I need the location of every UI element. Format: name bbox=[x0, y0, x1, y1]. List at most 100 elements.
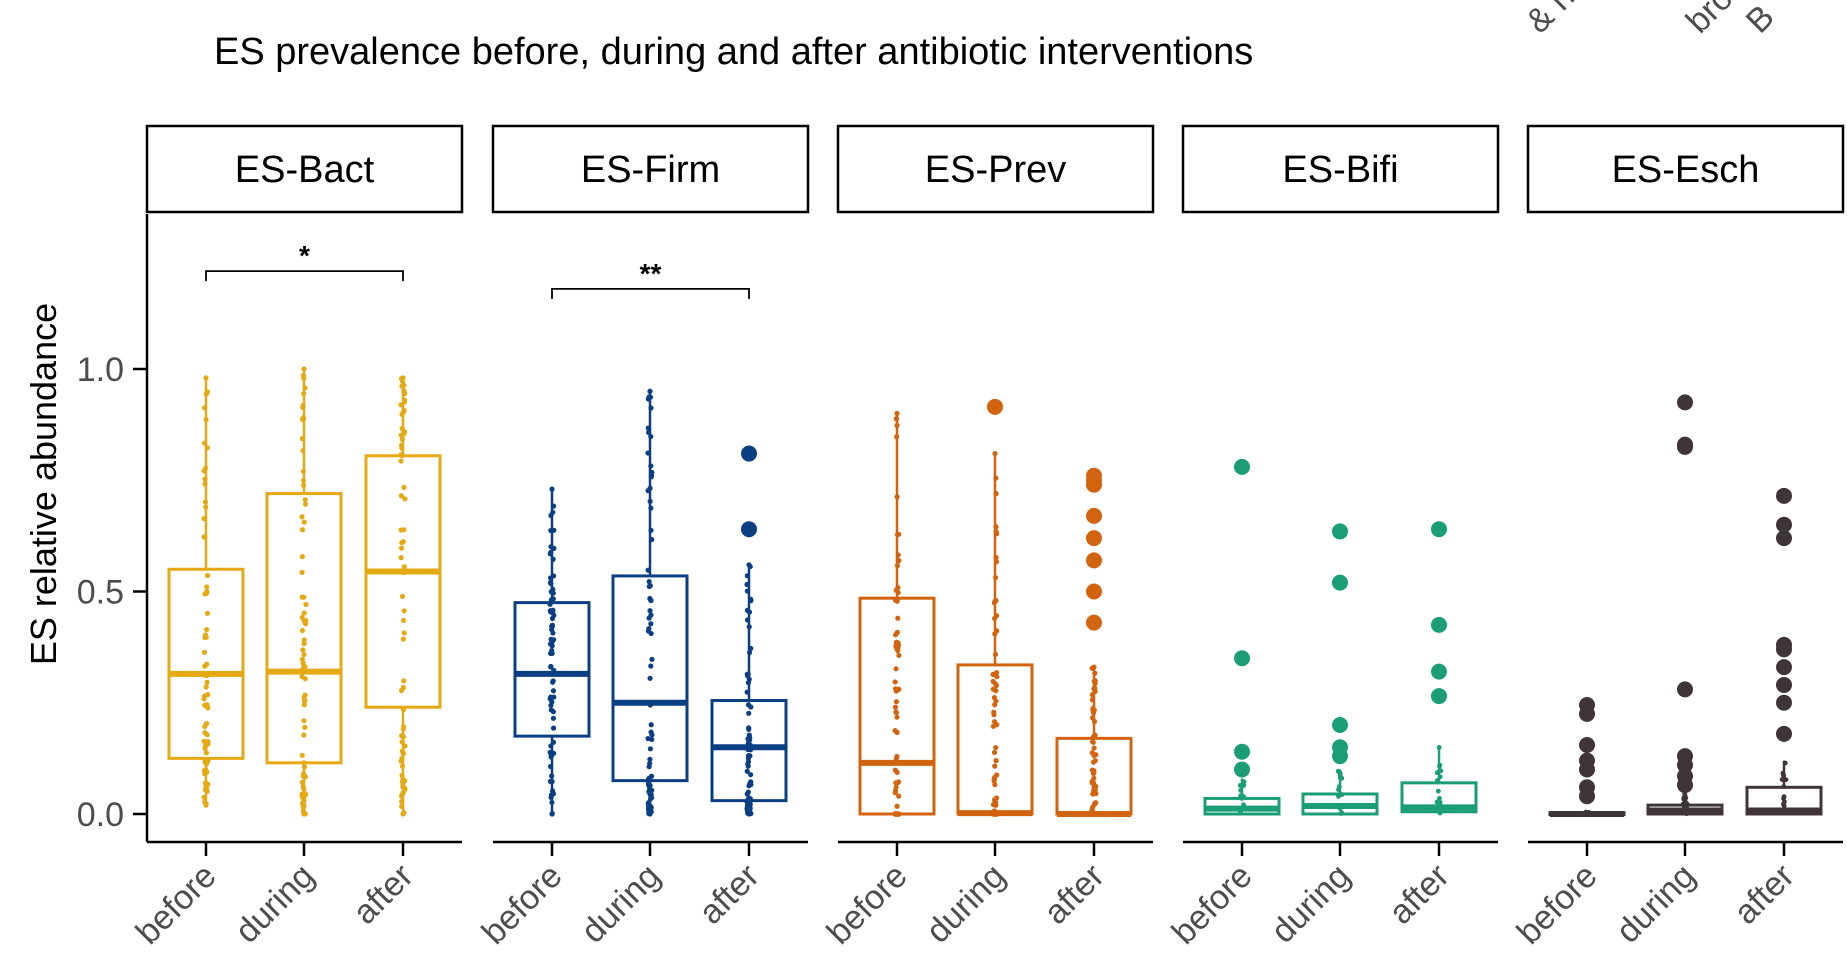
sample-point bbox=[302, 385, 308, 391]
facet-strip-label: ES-Esch bbox=[1612, 149, 1760, 191]
sample-point bbox=[400, 781, 406, 788]
sample-point bbox=[204, 760, 210, 766]
sample-point bbox=[892, 767, 898, 773]
sample-point bbox=[893, 416, 900, 422]
sample-point bbox=[1091, 678, 1097, 684]
facet-es-prev: ES-Prev before during after bbox=[820, 124, 1155, 952]
sample-point bbox=[299, 627, 305, 634]
sample-point bbox=[400, 636, 406, 642]
x-tick-label: after bbox=[1037, 857, 1112, 932]
sample-point bbox=[894, 531, 901, 538]
sample-point bbox=[648, 405, 654, 411]
outlier-point bbox=[1431, 663, 1447, 680]
sample-point bbox=[400, 410, 406, 416]
sample-point bbox=[645, 800, 651, 807]
sample-point bbox=[201, 405, 208, 411]
facet-strip-label: ES-Firm bbox=[581, 149, 720, 191]
sample-point bbox=[201, 516, 207, 522]
sample-point bbox=[547, 601, 553, 607]
sample-point bbox=[1090, 739, 1096, 746]
x-tick-label: before bbox=[820, 857, 915, 952]
sample-point bbox=[549, 773, 555, 779]
outlier-point bbox=[1776, 487, 1792, 504]
sample-point bbox=[1336, 787, 1341, 792]
significance-label: * bbox=[299, 240, 310, 271]
sample-point bbox=[398, 545, 405, 551]
x-tick-label: during bbox=[1609, 857, 1703, 951]
sample-point bbox=[894, 494, 900, 500]
sample-point bbox=[648, 722, 654, 728]
sample-point bbox=[896, 557, 902, 564]
sample-point bbox=[1241, 802, 1246, 808]
x-tick-label: before bbox=[1165, 857, 1260, 952]
significance-label: ** bbox=[640, 258, 662, 289]
sample-point bbox=[549, 615, 556, 622]
sample-point bbox=[201, 649, 208, 655]
outlier-point bbox=[1431, 688, 1447, 705]
sample-point bbox=[547, 579, 554, 586]
sample-point bbox=[648, 472, 655, 478]
sample-point bbox=[547, 551, 553, 557]
sample-point bbox=[894, 422, 900, 428]
sample-point bbox=[647, 675, 653, 681]
sample-point bbox=[991, 778, 997, 784]
sample-point bbox=[1237, 810, 1243, 815]
sample-point bbox=[645, 429, 652, 435]
sample-point bbox=[548, 702, 554, 709]
sample-point bbox=[401, 630, 407, 636]
sample-point bbox=[550, 688, 557, 694]
outlier-point bbox=[1086, 583, 1102, 600]
sample-point bbox=[744, 573, 750, 579]
sample-point bbox=[893, 642, 899, 648]
box-during bbox=[611, 388, 689, 817]
sample-point bbox=[204, 588, 210, 595]
outlier-point bbox=[1431, 616, 1447, 633]
sample-point bbox=[990, 678, 996, 685]
outlier-point bbox=[1086, 552, 1102, 569]
sample-point bbox=[744, 617, 751, 623]
sample-point bbox=[550, 725, 557, 731]
sample-point bbox=[203, 684, 209, 690]
sample-point bbox=[399, 798, 405, 805]
sample-point bbox=[1781, 773, 1787, 779]
sample-point bbox=[748, 772, 754, 778]
sample-point bbox=[299, 527, 306, 533]
sample-point bbox=[647, 498, 653, 504]
sample-point bbox=[746, 562, 752, 568]
facet-strip bbox=[836, 124, 1155, 214]
sample-point bbox=[1682, 791, 1688, 797]
sample-point bbox=[302, 692, 308, 698]
box-during bbox=[1301, 523, 1379, 816]
x-tick-label: during bbox=[228, 857, 322, 951]
outlier-point bbox=[1776, 530, 1792, 547]
sample-point bbox=[648, 527, 654, 533]
x-tick-label: before bbox=[475, 857, 570, 952]
sample-point bbox=[1436, 745, 1442, 750]
sample-point bbox=[204, 572, 211, 579]
outlier-point bbox=[1086, 614, 1102, 631]
sample-point bbox=[1090, 710, 1097, 716]
sample-point bbox=[992, 763, 998, 769]
sample-point bbox=[648, 433, 654, 440]
facet-strip bbox=[491, 124, 810, 214]
sample-point bbox=[1434, 799, 1440, 805]
sample-point bbox=[993, 744, 999, 751]
outlier-point bbox=[741, 521, 757, 538]
sample-point bbox=[647, 394, 654, 400]
facet-es-bact: ES-Bact before during after * bbox=[129, 124, 464, 952]
x-tick-label: during bbox=[1264, 857, 1358, 951]
sample-point bbox=[301, 811, 307, 817]
sample-point bbox=[745, 736, 751, 742]
outlier-point bbox=[1776, 676, 1792, 693]
sample-point bbox=[302, 501, 309, 507]
sample-point bbox=[399, 739, 405, 745]
sample-point bbox=[299, 779, 305, 785]
sample-point bbox=[201, 696, 207, 702]
y-tick-label: 1.0 bbox=[77, 351, 124, 389]
sample-point bbox=[993, 559, 1000, 565]
sample-point bbox=[1781, 799, 1787, 805]
sample-point bbox=[204, 661, 210, 667]
sample-point bbox=[550, 739, 557, 745]
sample-point bbox=[893, 632, 899, 638]
